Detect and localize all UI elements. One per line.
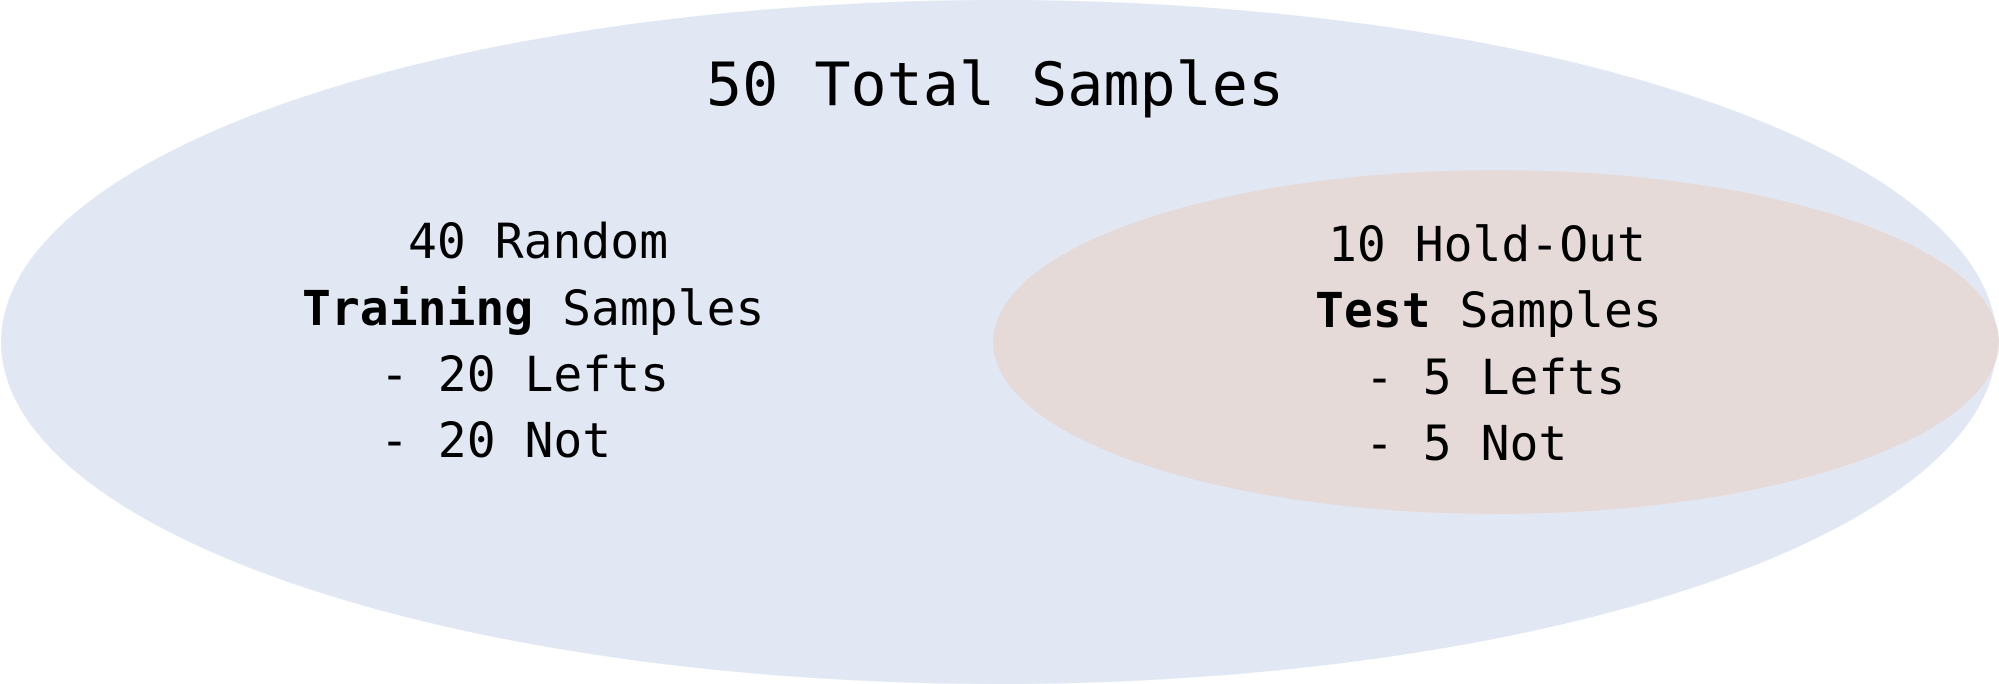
training-line-1: 40 Random bbox=[408, 214, 668, 270]
test-line-3: - 5 Lefts bbox=[1365, 350, 1625, 406]
test-line-2-rest: Samples bbox=[1431, 283, 1662, 339]
training-line-2: Training Samples bbox=[302, 281, 764, 337]
training-line-2-rest: Samples bbox=[533, 281, 764, 337]
test-samples-label: 10 Hold-Out Test Samples - 5 Lefts - 5 N… bbox=[1315, 217, 1662, 472]
test-bold-word: Test bbox=[1315, 283, 1431, 339]
total-samples-title: 50 Total Samples bbox=[706, 50, 1284, 120]
training-line-3: - 20 Lefts bbox=[380, 347, 669, 403]
test-line-2: Test Samples bbox=[1315, 283, 1662, 339]
training-line-4: - 20 Not bbox=[380, 413, 611, 469]
test-line-1: 10 Hold-Out bbox=[1328, 217, 1646, 273]
training-bold-word: Training bbox=[302, 281, 533, 337]
test-samples-ellipse bbox=[993, 170, 1999, 514]
training-samples-label: 40 Random Training Samples - 20 Lefts - … bbox=[302, 214, 764, 469]
test-line-4: - 5 Not bbox=[1365, 416, 1567, 472]
